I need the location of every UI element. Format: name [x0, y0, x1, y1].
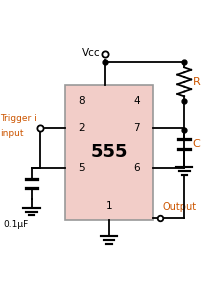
Text: R: R [192, 77, 200, 87]
Text: input: input [0, 129, 24, 138]
Text: 5: 5 [78, 164, 85, 173]
Text: Trigger i: Trigger i [0, 114, 37, 123]
Text: 6: 6 [133, 164, 140, 173]
Text: 2: 2 [78, 123, 85, 133]
Text: Output: Output [162, 202, 197, 212]
Text: 1: 1 [106, 201, 112, 211]
Text: C: C [192, 139, 200, 149]
Text: Vcc: Vcc [82, 48, 100, 58]
Bar [65, 85, 153, 220]
Text: 0.1μF: 0.1μF [4, 220, 29, 229]
Text: 555: 555 [90, 143, 128, 161]
Text: 4: 4 [133, 96, 140, 106]
Text: 8: 8 [78, 96, 85, 106]
Text: 7: 7 [133, 123, 140, 133]
